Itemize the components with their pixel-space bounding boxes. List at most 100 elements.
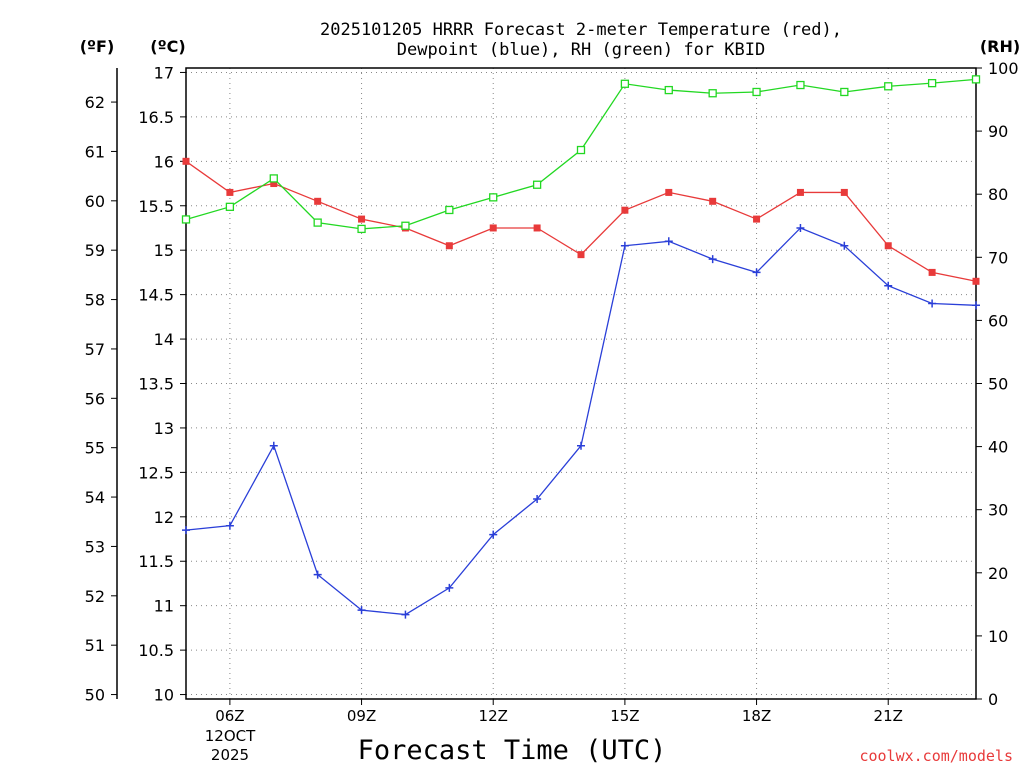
y-tick-label-c: 13.5 [138,375,174,394]
x-tick-label: 21Z [874,707,903,725]
data-point-temperature [972,277,980,285]
data-point-dewpoint [972,301,980,310]
unit-c-label: (ºC) [150,37,185,56]
y-axis-rh: 0 10 20 30 40 50 60 70 80 90 100 [976,59,1019,709]
y-tick-label-rh: 70 [988,248,1008,267]
data-point-rh [840,87,849,97]
unit-rh-label: (RH) [980,37,1020,56]
series-dewpoint [182,223,980,619]
data-point-dewpoint [313,570,322,579]
y-tick-label-f: 60 [85,192,105,211]
y-tick-label-c: 15 [154,241,174,260]
data-point-dewpoint [752,268,761,277]
y-tick-label-c: 14.5 [138,286,174,305]
y-tick-label-f: 56 [85,389,105,408]
y-tick-label-c: 14 [154,330,174,349]
y-tick-label-c: 13 [154,419,174,438]
x-tick-label: 15Z [610,707,639,725]
data-point-rh [401,221,410,230]
date-label-line2: 2025 [211,746,249,764]
x-tick-label: 12Z [479,707,508,725]
data-point-rh [708,89,717,98]
data-point-temperature [796,188,804,196]
data-point-rh [620,79,630,88]
y-tick-label-rh: 90 [988,122,1008,141]
data-point-dewpoint [577,441,585,450]
data-point-rh [532,180,542,189]
y-tick-label-f: 62 [85,93,105,112]
y-tick-label-c: 11.5 [138,552,174,571]
data-point-temperature [314,197,322,205]
y-tick-label-rh: 20 [988,564,1008,583]
y-tick-label-c: 12.5 [138,463,174,482]
data-point-temperature [884,242,892,250]
data-point-dewpoint [533,495,542,504]
data-point-rh [445,205,454,215]
data-point-rh [313,218,322,227]
data-point-temperature [665,188,673,196]
data-point-temperature [358,215,366,223]
data-point-dewpoint [664,237,673,246]
y-tick-label-f: 59 [85,241,105,260]
grid-lines [186,68,976,699]
data-point-dewpoint [928,299,937,308]
series-temperature [182,157,980,285]
credit-label: coolwx.com/models [859,747,1013,765]
date-label-line1: 12OCT [205,727,256,745]
y-tick-label-f: 51 [85,636,105,655]
data-point-rh [269,174,278,183]
data-point-temperature [577,251,585,259]
chart-title-line2: Dewpoint (blue), RH (green) for KBID [397,40,765,60]
data-point-dewpoint [884,281,893,290]
y-tick-label-c: 16.5 [138,108,174,127]
y-tick-label-c: 17 [154,63,174,82]
data-point-rh [752,87,761,97]
data-point-dewpoint [357,606,366,615]
data-point-temperature [621,206,629,214]
data-point-dewpoint [269,441,278,450]
data-point-rh [796,80,805,90]
data-point-dewpoint [225,521,234,530]
y-tick-label-f: 50 [85,686,105,705]
data-point-temperature [445,242,453,250]
data-point-dewpoint [796,223,805,232]
series-rh [181,75,981,234]
x-tick-label: 09Z [347,707,376,725]
y-tick-label-f: 61 [85,142,105,161]
chart-title-line1: 2025101205 HRRR Forecast 2-meter Tempera… [320,20,842,40]
x-tick-label: 06Z [215,707,244,725]
series-line-dewpoint [185,227,977,616]
unit-f-label: (ºF) [80,37,115,56]
data-point-rh [664,85,673,95]
data-point-temperature [533,224,541,232]
y-tick-label-f: 52 [85,587,105,606]
x-tick-label: 18Z [742,707,771,725]
data-point-temperature [753,215,761,223]
y-tick-label-c: 11 [154,597,174,616]
y-axis-fahrenheit: 50 51 52 53 54 55 56 57 58 59 60 61 62 [85,93,117,705]
y-tick-label-rh: 10 [988,627,1008,646]
data-point-temperature [709,197,717,205]
y-tick-label-rh: 0 [988,690,998,709]
data-point-dewpoint [840,241,849,250]
data-point-temperature [928,268,936,276]
y-tick-label-c: 10 [154,686,174,705]
data-point-dewpoint [182,526,190,535]
series-line-temperature [185,160,977,282]
data-point-temperature [182,157,190,165]
y-tick-label-rh: 80 [988,185,1008,204]
data-point-rh [927,78,937,88]
x-axis: 06Z 09Z 12Z 15Z 18Z 21Z [215,699,903,725]
data-point-rh [971,75,981,84]
data-point-temperature [270,180,278,188]
y-tick-label-f: 57 [85,340,105,359]
y-axis-celsius: 10 10.5 11 11.5 12 12.5 13 13.5 14 14.5 15 15.5 16 16… [138,63,186,705]
y-tick-label-c: 15.5 [138,197,174,216]
y-tick-label-rh: 100 [988,59,1019,78]
y-tick-label-c: 12 [154,508,174,527]
data-point-temperature [489,224,497,232]
data-point-rh [225,202,235,211]
data-point-rh [489,193,498,202]
data-point-dewpoint [445,583,454,592]
